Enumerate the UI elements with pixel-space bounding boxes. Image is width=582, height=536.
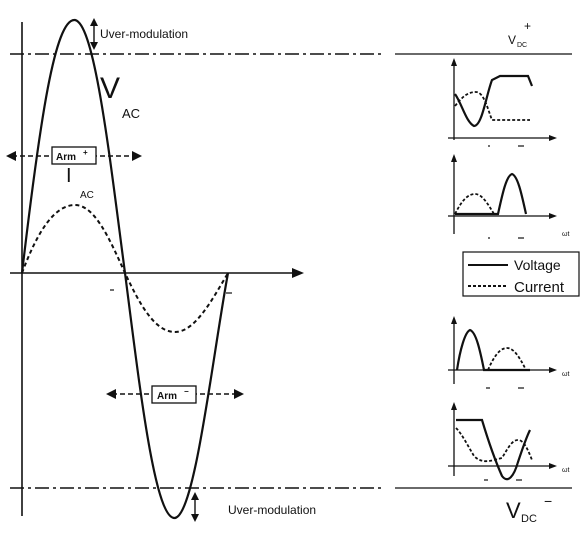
main-plot <box>6 18 385 522</box>
subplot-2-current <box>454 193 495 215</box>
overmod-bottom-arrow-head-down <box>191 514 199 522</box>
legend-voltage-label: Voltage <box>514 257 561 273</box>
legend-box <box>462 251 580 297</box>
arm-bottom-label: Arm <box>157 391 177 402</box>
vdc-minus-label-sub: DC <box>521 513 537 525</box>
overmod-top-arrow-head-down <box>90 42 98 50</box>
subplot-1-current <box>454 91 530 121</box>
subplot-2-y-arrow <box>451 154 457 162</box>
arm-bottom-arrow-right-head <box>234 389 244 399</box>
vac-waveform <box>20 18 230 520</box>
vac-label-main: V <box>100 72 120 105</box>
subplot-3-axis-label: ωt <box>562 371 569 378</box>
arm-top-box <box>51 146 97 165</box>
subplot-2 <box>448 154 557 239</box>
subplot-2-voltage <box>455 172 528 216</box>
subplot-3-x-arrow <box>549 367 557 373</box>
arm-bottom-box <box>151 385 197 404</box>
arm-top-arrow-right-head <box>132 151 142 161</box>
legend-current-label: Current <box>514 279 565 296</box>
arm-top-arrow-left-head <box>6 151 16 161</box>
subplot-4-x-arrow <box>549 463 557 469</box>
legend <box>462 251 580 297</box>
subplot-1-y-arrow <box>451 58 457 66</box>
vdc-minus-label-main: V <box>506 498 521 523</box>
iac-waveform <box>21 203 229 334</box>
subplot-4-y-arrow <box>451 402 457 410</box>
subplot-3-y-arrow <box>451 316 457 324</box>
subplot-1-x-arrow <box>549 135 557 141</box>
overmod-bottom-label: Uver-modulation <box>228 503 316 517</box>
subplot-4-voltage <box>456 418 531 481</box>
subplot-3-current <box>487 347 527 371</box>
subplot-1-voltage <box>454 74 534 128</box>
arm-bottom-arrow-left-head <box>106 389 116 399</box>
subplot-1 <box>448 58 557 147</box>
main-x-axis-arrowhead <box>292 268 304 278</box>
overmod-top-arrow-head-up <box>90 18 98 26</box>
vdc-plus-label-sup: + <box>524 19 531 33</box>
subplot-3 <box>448 316 557 389</box>
vdc-plus-label-sub: DC <box>517 42 527 49</box>
overmod-bottom-arrow-head-up <box>191 492 199 500</box>
dc-rails <box>395 53 572 489</box>
vac-label-sub: AC <box>122 106 140 121</box>
arm-bottom-label-sup: − <box>184 387 189 396</box>
iac-label-sub: AC <box>80 190 94 201</box>
overmod-top-label: Uver-modulation <box>100 27 188 41</box>
vdc-plus-label-main: V <box>508 33 516 47</box>
subplot-4 <box>448 402 557 481</box>
subplot-2-axis-label: ωt <box>562 231 569 238</box>
vdc-minus-label-sup: − <box>544 493 552 509</box>
arm-top-label-sup: + <box>83 148 88 157</box>
subplot-3-voltage <box>455 328 530 372</box>
iac-label-main: I <box>66 165 72 187</box>
subplot-4-axis-label: ωt <box>562 467 569 474</box>
subplot-2-x-arrow <box>549 213 557 219</box>
arm-top-label: Arm <box>56 152 76 163</box>
